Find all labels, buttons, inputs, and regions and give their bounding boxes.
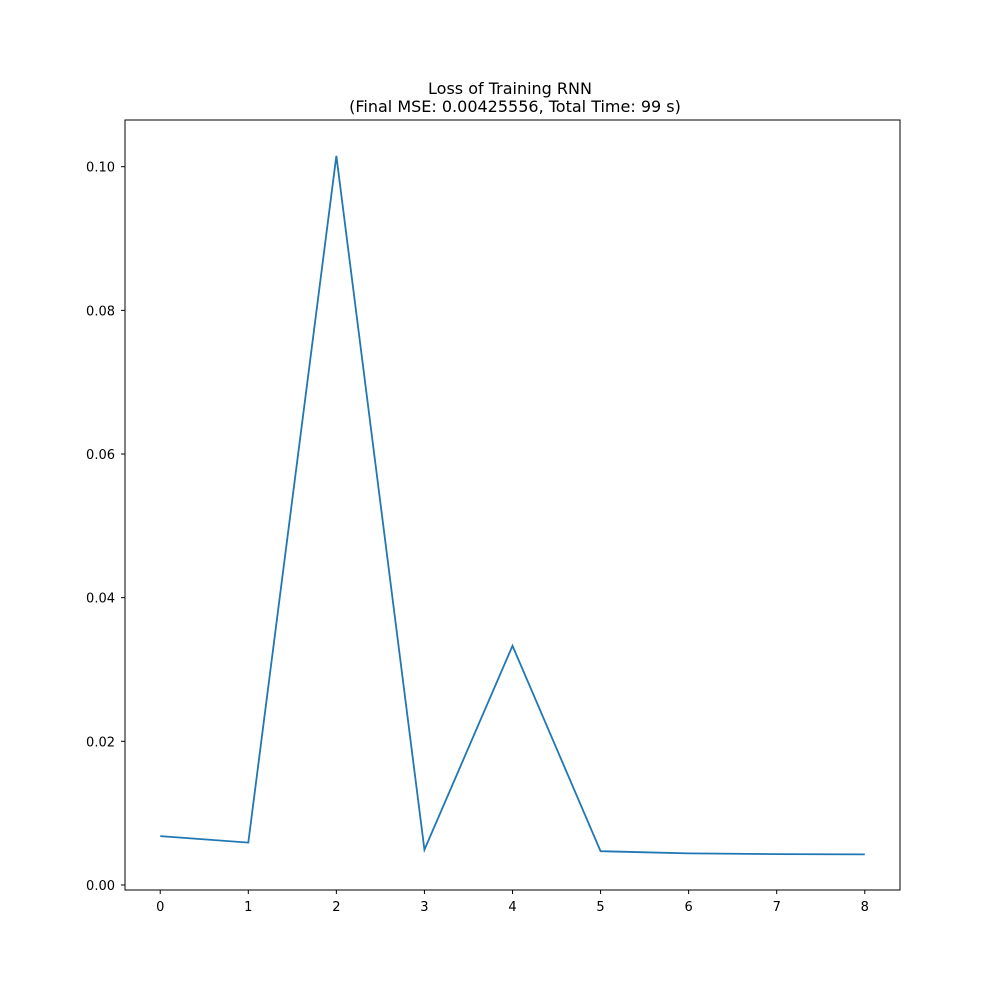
y-tick-label: 0.04 [86, 592, 115, 607]
x-tick-label: 7 [773, 900, 781, 915]
x-tick-label: 2 [332, 900, 340, 915]
y-tick-label: 0.00 [86, 879, 115, 894]
chart-title: Loss of Training RNN [428, 79, 592, 98]
y-tick-label: 0.08 [86, 304, 115, 319]
x-tick-label: 1 [244, 900, 252, 915]
x-tick-label: 8 [861, 900, 869, 915]
plot-area: 0 1 2 3 4 5 6 7 8 0.00 0.02 0.04 0.06 0.08 0.10 [86, 119, 901, 915]
x-tick-label: 4 [508, 900, 516, 915]
series-line-0 [160, 155, 865, 856]
x-tick-label: 0 [156, 900, 164, 915]
y-tick-label: 0.02 [86, 735, 115, 750]
axes-frame [124, 119, 901, 891]
y-tick-label: 0.10 [86, 161, 115, 176]
x-tick-label: 3 [420, 900, 428, 915]
x-tick-label: 5 [596, 900, 604, 915]
y-tick-label: 0.06 [86, 448, 115, 463]
x-tick-label: 6 [684, 900, 692, 915]
chart-subtitle: (Final MSE: 0.00425556, Total Time: 99 s… [349, 97, 681, 116]
